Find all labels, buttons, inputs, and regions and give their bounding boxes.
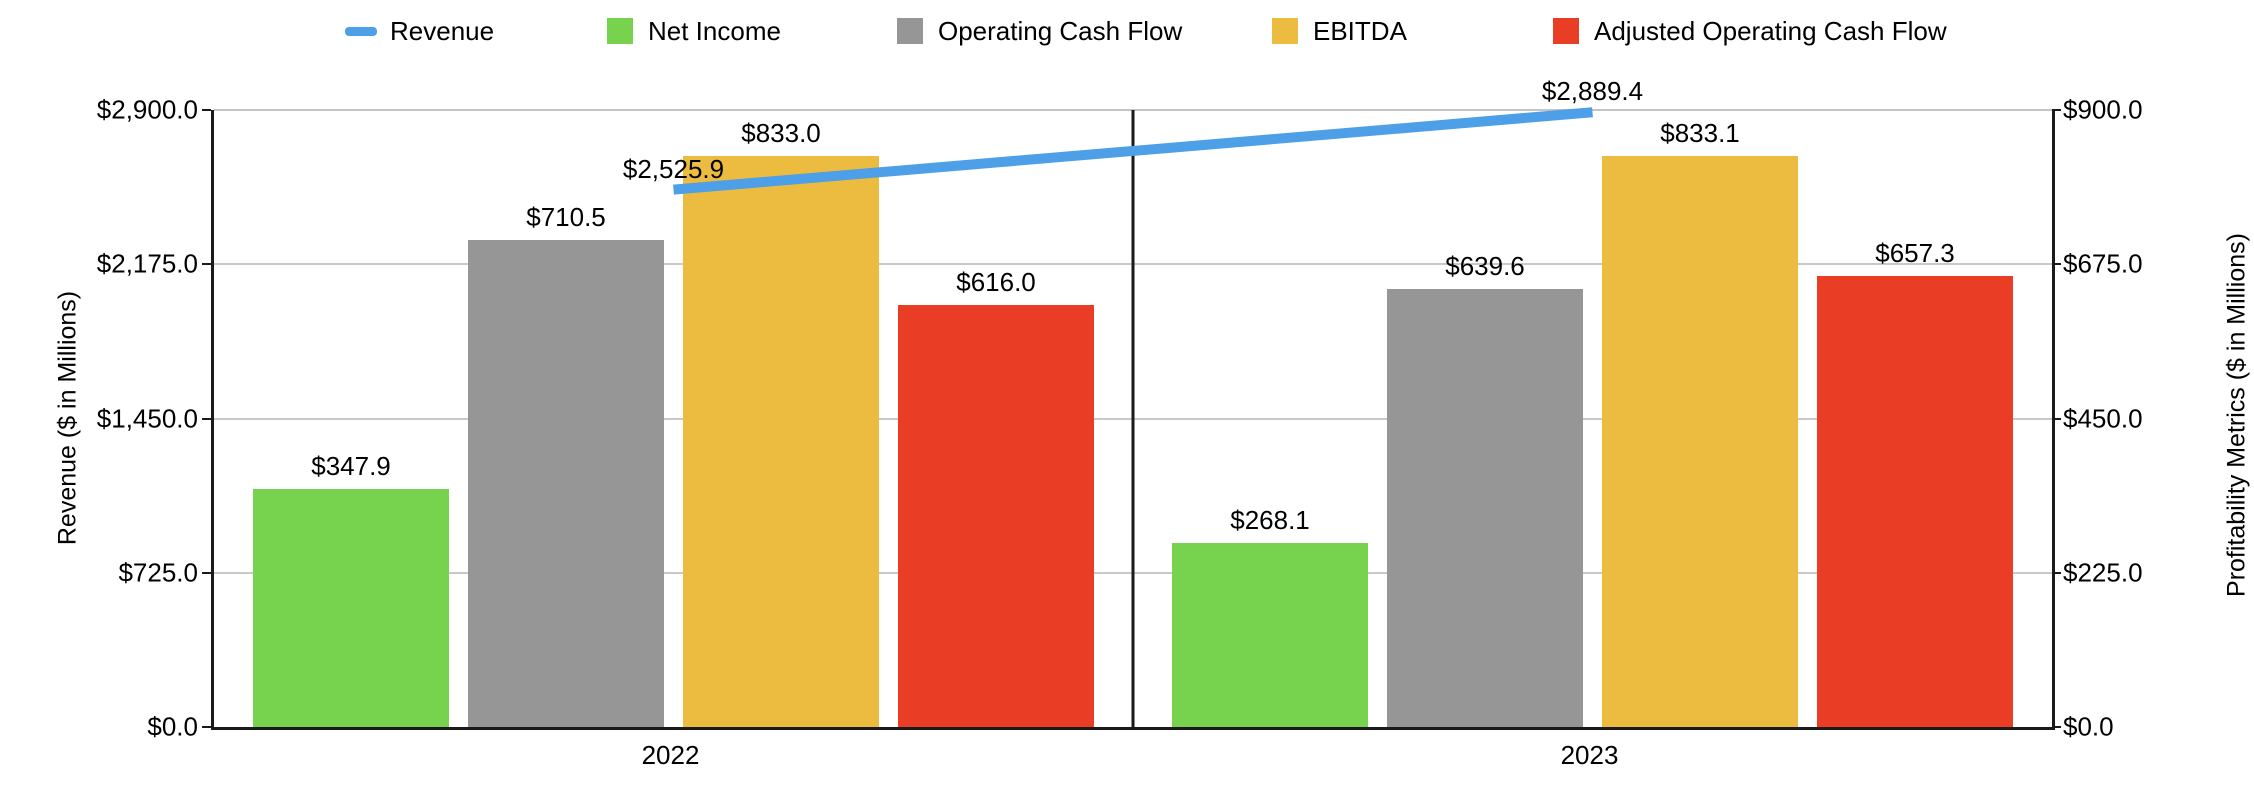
legend-item-ebitda: EBITDA: [1272, 16, 1407, 46]
legend-item-net-income: Net Income: [607, 16, 781, 46]
legend-label: Net Income: [648, 16, 781, 46]
right-axis-tick-mark: [2052, 726, 2061, 728]
left-axis-tick: $1,450.0: [96, 403, 198, 433]
bar-operating-cash-flow-2022: $710.5: [468, 202, 664, 727]
revenue-point-label: $2,889.4: [1541, 76, 1644, 107]
legend-item-adjusted-operating-cash-flow: Adjusted Operating Cash Flow: [1553, 16, 1947, 46]
left-axis-tick: $725.0: [118, 557, 198, 588]
legend-item-operating-cash-flow: Operating Cash Flow: [897, 16, 1182, 46]
left-axis-tick: $2,900.0: [96, 94, 198, 125]
net-income-swatch: [607, 18, 633, 44]
bar-adjusted-operating-cash-flow-2022: $616.0: [898, 267, 1094, 727]
right-axis-tick: $675.0: [2063, 248, 2143, 279]
revenue-point-label: $2,525.9: [622, 153, 725, 184]
ebitda-swatch: [1272, 18, 1298, 44]
bar-net-income-2022: $347.9: [253, 451, 449, 727]
adjusted-operating-cash-flow-swatch: [1553, 18, 1579, 44]
revenue-line-layer: [673, 107, 1593, 195]
right-axis-tick: $450.0: [2063, 403, 2143, 433]
bar-value-label: $616.0: [956, 266, 1036, 297]
right-axis-tick-mark: [2052, 571, 2061, 574]
legend-label: EBITDA: [1313, 16, 1407, 46]
left-axis-tick-mark: [202, 417, 211, 420]
plot-area: $347.9 $710.5 $833.0 $616.0 $268.1 $639.6 $833…: [211, 76, 2055, 730]
right-axis-tick: $0.0: [2063, 711, 2114, 742]
bar-value-label: $347.9: [311, 450, 391, 481]
x-axis-label-2022: 2022: [641, 740, 700, 770]
bar-operating-cash-flow-2023: $639.6: [1387, 251, 1583, 727]
bar-ebitda-2023: $833.1: [1602, 118, 1798, 727]
legend-label: Revenue: [390, 16, 495, 46]
left-axis-tick-mark: [202, 726, 211, 728]
right-axis-ticks: $0.0 $225.0 $450.0 $675.0 $900.0: [2063, 95, 2253, 742]
revenue-line: [673, 107, 1593, 195]
left-axis-ticks: $0.0 $725.0 $1,450.0 $2,175.0 $2,900.0: [0, 95, 198, 742]
legend-item-revenue: Revenue: [345, 16, 494, 46]
bar-value-label: $268.1: [1230, 505, 1310, 536]
legend-label: Operating Cash Flow: [938, 16, 1183, 46]
bar-adjusted-operating-cash-flow-2023: $657.3: [1817, 238, 2013, 727]
legend: Revenue Net Income Operating Cash Flow EBIT…: [0, 0, 2254, 50]
category-divider-line: [1131, 110, 1135, 727]
right-axis-tick: $900.0: [2063, 94, 2143, 125]
right-axis-tick-mark: [2052, 417, 2061, 420]
right-axis-tick-mark: [2052, 109, 2061, 111]
bar-net-income-2023: $268.1: [1172, 505, 1368, 727]
operating-cash-flow-swatch: [897, 18, 923, 44]
left-axis-tick: $2,175.0: [96, 248, 198, 279]
bar-value-label: $639.6: [1445, 250, 1525, 281]
bar-ebitda-2022: $833.0: [683, 118, 879, 727]
bar-value-label: $710.5: [526, 201, 606, 232]
legend-label: Adjusted Operating Cash Flow: [1594, 16, 1947, 46]
bar-value-label: $657.3: [1875, 238, 1955, 269]
panel-2023: $268.1 $639.6 $833.1 $657.3: [1133, 110, 2052, 727]
right-axis-tick-mark: [2052, 263, 2061, 266]
left-axis-tick: $0.0: [147, 711, 198, 742]
bar-value-label: $833.0: [741, 117, 821, 148]
left-axis-tick-mark: [202, 263, 211, 266]
panel-2022: $347.9 $710.5 $833.0 $616.0: [214, 110, 1133, 727]
revenue-line-icon: [345, 26, 377, 36]
right-axis-tick: $225.0: [2063, 557, 2143, 588]
left-axis-tick-mark: [202, 109, 211, 111]
x-axis-label-2023: 2023: [1560, 740, 1619, 770]
bar-value-label: $833.1: [1660, 117, 1740, 148]
left-axis-tick-mark: [202, 571, 211, 574]
